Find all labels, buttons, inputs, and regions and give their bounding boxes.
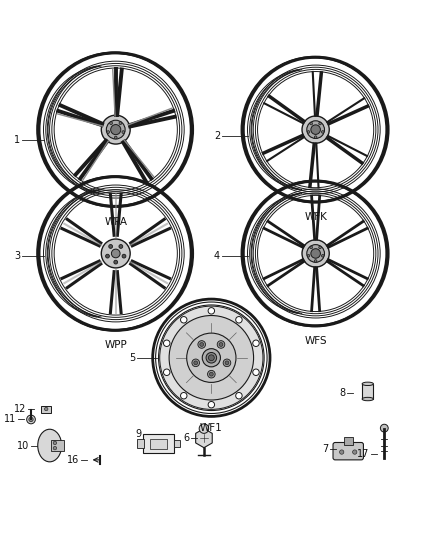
Circle shape bbox=[353, 450, 357, 454]
Circle shape bbox=[302, 240, 329, 267]
Circle shape bbox=[311, 249, 321, 258]
Circle shape bbox=[217, 341, 225, 348]
Polygon shape bbox=[196, 429, 212, 448]
Circle shape bbox=[311, 125, 321, 134]
Circle shape bbox=[180, 392, 187, 399]
Circle shape bbox=[236, 392, 242, 399]
Ellipse shape bbox=[38, 429, 62, 462]
Text: 7: 7 bbox=[322, 444, 328, 454]
Bar bbox=[344, 437, 353, 445]
Circle shape bbox=[206, 352, 217, 363]
Circle shape bbox=[101, 115, 130, 144]
Circle shape bbox=[187, 333, 236, 382]
Text: WPP: WPP bbox=[104, 341, 127, 350]
Circle shape bbox=[236, 317, 242, 323]
Circle shape bbox=[109, 245, 113, 248]
Text: 3: 3 bbox=[14, 251, 20, 261]
Bar bbox=[173, 440, 180, 447]
Circle shape bbox=[200, 343, 204, 346]
Text: 4: 4 bbox=[214, 251, 220, 261]
Bar bbox=[50, 440, 64, 451]
Circle shape bbox=[307, 245, 325, 262]
Circle shape bbox=[208, 308, 215, 314]
Circle shape bbox=[169, 316, 254, 400]
Circle shape bbox=[380, 424, 388, 432]
Circle shape bbox=[114, 136, 117, 139]
Circle shape bbox=[209, 372, 213, 376]
Circle shape bbox=[225, 361, 229, 365]
Bar bbox=[137, 439, 144, 448]
Circle shape bbox=[106, 254, 110, 258]
Circle shape bbox=[321, 131, 324, 133]
Circle shape bbox=[202, 349, 220, 367]
Circle shape bbox=[101, 239, 130, 268]
Circle shape bbox=[114, 260, 118, 264]
Circle shape bbox=[319, 246, 321, 249]
Bar bbox=[362, 384, 374, 399]
Text: 6: 6 bbox=[184, 433, 190, 443]
Text: 9: 9 bbox=[136, 429, 142, 439]
Text: 16: 16 bbox=[67, 455, 79, 465]
Circle shape bbox=[219, 343, 223, 346]
Circle shape bbox=[29, 417, 33, 422]
Circle shape bbox=[122, 254, 126, 258]
Circle shape bbox=[160, 306, 263, 409]
Circle shape bbox=[208, 401, 215, 408]
Bar bbox=[41, 406, 51, 413]
Text: WFK: WFK bbox=[304, 212, 327, 222]
Bar bbox=[143, 434, 173, 454]
Circle shape bbox=[111, 125, 121, 135]
Bar bbox=[150, 439, 167, 449]
Circle shape bbox=[314, 260, 317, 262]
Text: 17: 17 bbox=[357, 449, 369, 459]
Text: 1: 1 bbox=[14, 135, 20, 146]
Circle shape bbox=[110, 122, 113, 125]
Circle shape bbox=[53, 441, 57, 445]
Circle shape bbox=[319, 122, 321, 125]
Text: WPA: WPA bbox=[104, 216, 127, 227]
Circle shape bbox=[199, 424, 209, 433]
Circle shape bbox=[321, 254, 324, 257]
Text: WFS: WFS bbox=[304, 336, 327, 346]
Text: 5: 5 bbox=[129, 353, 135, 363]
Ellipse shape bbox=[362, 397, 374, 401]
Circle shape bbox=[253, 369, 259, 375]
Circle shape bbox=[192, 359, 200, 367]
Circle shape bbox=[310, 122, 313, 125]
Circle shape bbox=[208, 355, 214, 361]
Circle shape bbox=[53, 447, 57, 450]
Circle shape bbox=[307, 131, 310, 133]
Circle shape bbox=[339, 450, 344, 454]
Text: WF1: WF1 bbox=[200, 423, 223, 433]
Circle shape bbox=[310, 246, 313, 249]
Circle shape bbox=[314, 136, 317, 139]
Circle shape bbox=[107, 131, 110, 133]
Circle shape bbox=[106, 120, 125, 139]
Circle shape bbox=[223, 359, 231, 367]
Circle shape bbox=[163, 340, 170, 346]
Text: 12: 12 bbox=[14, 404, 27, 414]
Text: 11: 11 bbox=[4, 415, 16, 424]
Text: 2: 2 bbox=[214, 131, 220, 141]
Text: 8: 8 bbox=[339, 387, 345, 398]
Circle shape bbox=[194, 361, 198, 365]
Circle shape bbox=[307, 121, 325, 139]
Circle shape bbox=[111, 249, 120, 258]
FancyBboxPatch shape bbox=[333, 442, 364, 460]
Circle shape bbox=[302, 116, 329, 143]
Circle shape bbox=[163, 369, 170, 375]
Circle shape bbox=[180, 317, 187, 323]
Circle shape bbox=[27, 415, 35, 424]
Circle shape bbox=[119, 122, 122, 125]
Circle shape bbox=[253, 340, 259, 346]
Circle shape bbox=[198, 341, 205, 348]
Circle shape bbox=[45, 407, 48, 411]
Circle shape bbox=[119, 245, 123, 248]
Ellipse shape bbox=[362, 382, 374, 385]
Circle shape bbox=[307, 254, 310, 257]
Circle shape bbox=[208, 370, 215, 378]
Text: 10: 10 bbox=[17, 441, 29, 450]
Circle shape bbox=[122, 131, 125, 133]
